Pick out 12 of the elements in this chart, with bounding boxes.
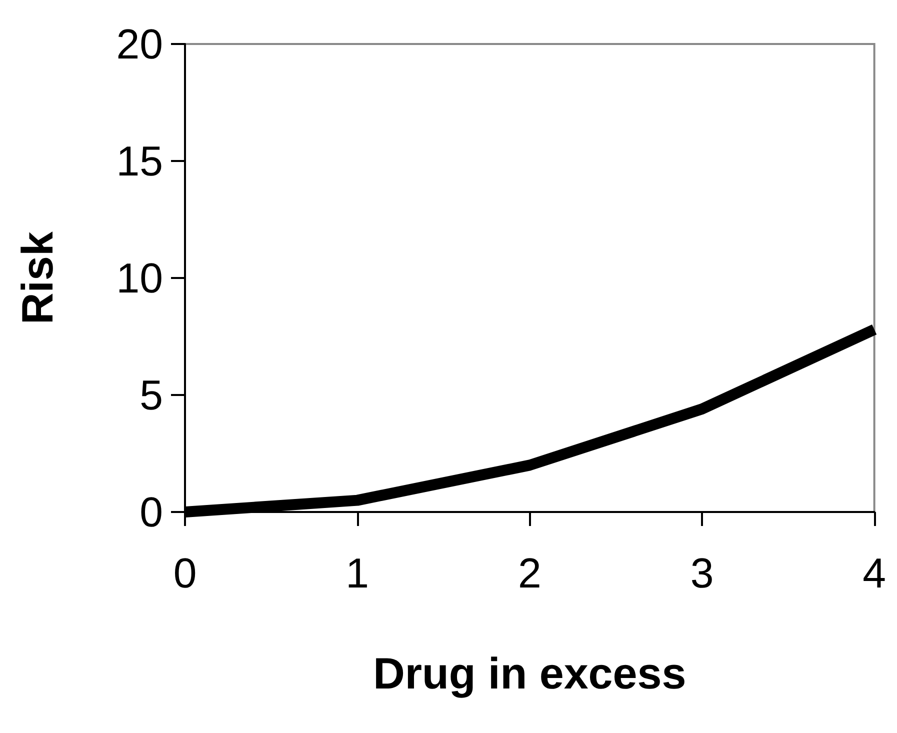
x-axis-title: Drug in excess [373, 650, 686, 698]
x-tick-label: 0 [173, 550, 197, 596]
x-tick-label: 2 [518, 550, 542, 596]
y-tick-label: 20 [116, 20, 163, 68]
y-tick-label: 10 [116, 254, 163, 302]
y-tick-label: 15 [116, 138, 163, 184]
x-tick-label: 3 [690, 550, 714, 596]
y-axis-title: Risk [14, 231, 62, 324]
y-tick-label: 0 [140, 488, 163, 536]
y-tick-label: 5 [140, 372, 163, 418]
x-tick-label: 4 [862, 550, 886, 596]
x-tick-label: 1 [346, 550, 370, 596]
